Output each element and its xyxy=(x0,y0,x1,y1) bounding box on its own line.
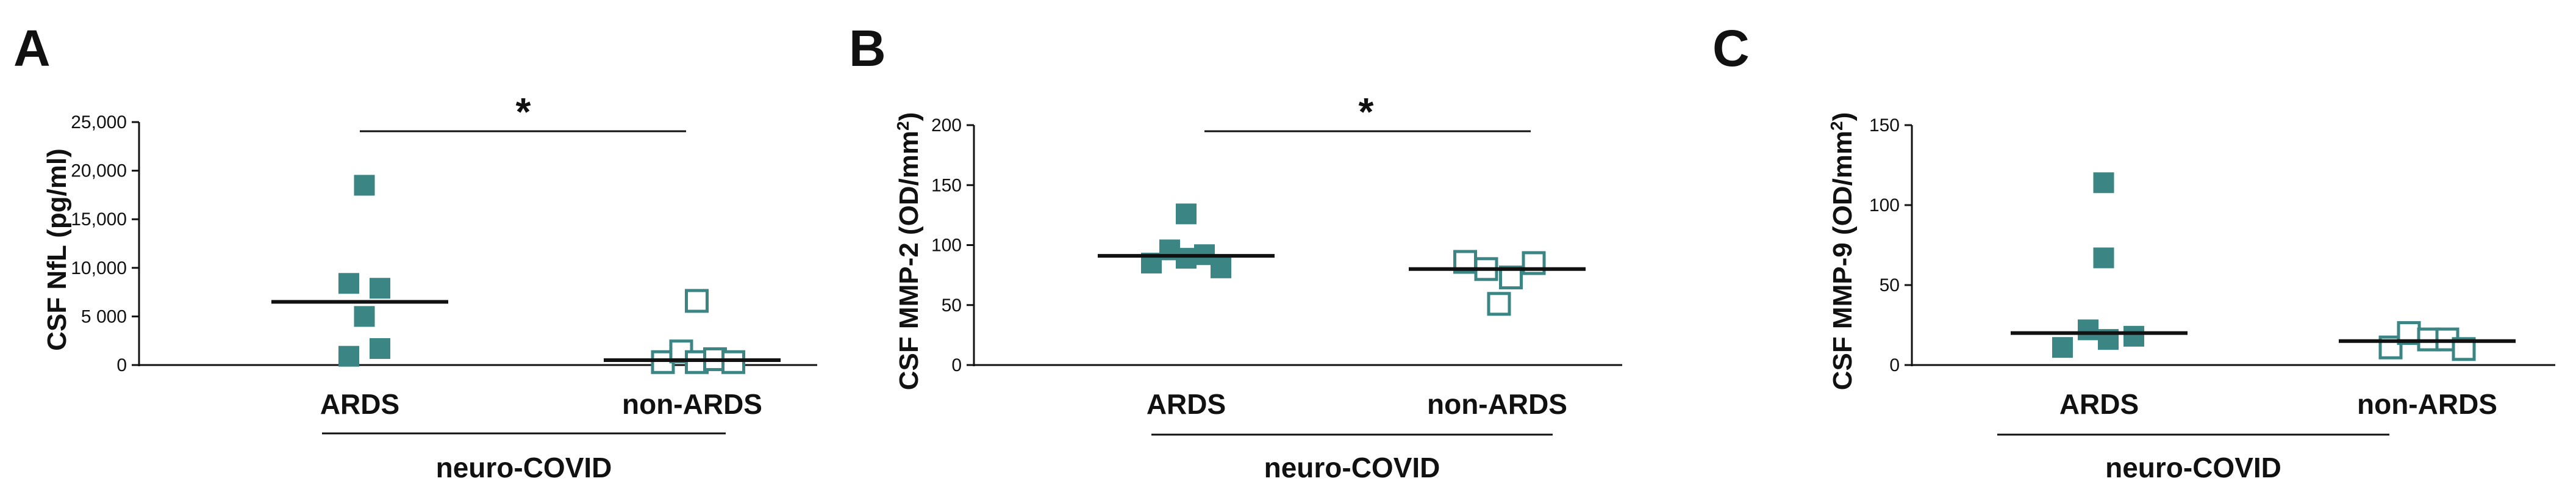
y-tick-label: 20,000 xyxy=(71,161,127,181)
data-point xyxy=(370,278,390,299)
y-tick-label: 0 xyxy=(951,355,962,375)
panel-letter: B xyxy=(849,20,886,77)
group-label: neuro-COVID xyxy=(2105,452,2281,483)
data-point xyxy=(1176,248,1197,269)
y-axis-label: CSF MMP-2 (OD/mm2) xyxy=(893,112,925,391)
series-non-ards xyxy=(604,289,781,374)
x-category-label: non-ARDS xyxy=(1427,388,1567,420)
panel-b: B 0 50 100 150 200 CSF MMP-2 (OD/mm2) ARDS non-A… xyxy=(849,20,1622,483)
series-ards xyxy=(271,175,448,367)
panel-letter: C xyxy=(1712,20,1750,77)
y-tick-label: 150 xyxy=(1869,115,1900,136)
data-point xyxy=(2078,319,2098,341)
group-label: neuro-COVID xyxy=(436,452,612,483)
data-point xyxy=(2093,172,2114,194)
y-tick-label: 50 xyxy=(1880,275,1900,295)
data-point xyxy=(1211,257,1231,278)
y-tick-label: 200 xyxy=(931,115,962,136)
series-ards xyxy=(1098,203,1275,278)
x-category-label: non-ARDS xyxy=(622,388,762,420)
series-non-ards xyxy=(1409,250,1586,316)
y-tick-label: 5 000 xyxy=(81,306,127,327)
data-point xyxy=(338,273,359,294)
significance-marker: * xyxy=(1359,90,1374,134)
y-axis-label: CSF NfL (pg/ml) xyxy=(42,148,72,351)
x-category-label: ARDS xyxy=(1147,388,1226,420)
y-axis-label: CSF MMP-9 (OD/mm2) xyxy=(1827,112,1858,391)
data-point xyxy=(2052,337,2073,358)
series-non-ards xyxy=(2339,321,2516,361)
data-point xyxy=(1487,292,1511,316)
group-label: neuro-COVID xyxy=(1264,452,1440,483)
series-ards xyxy=(2011,172,2188,358)
y-tick-label: 50 xyxy=(942,295,962,316)
data-point xyxy=(338,345,359,367)
x-category-label: ARDS xyxy=(320,388,399,420)
x-category-label: non-ARDS xyxy=(2357,388,2497,420)
data-point xyxy=(685,289,709,313)
data-point xyxy=(370,338,390,359)
data-point xyxy=(2123,325,2144,347)
y-tick-label: 0 xyxy=(1889,355,1900,375)
y-tick-label: 100 xyxy=(931,236,962,256)
data-point xyxy=(354,175,375,196)
panel-c: C 0 50 100 150 CSF MMP-9 (OD/mm2) ARDS non-ARDS… xyxy=(1712,20,2555,483)
panel-a: A 0 5 000 10,000 15,000 20,000 25,000 CSF NfL (… xyxy=(13,20,817,483)
data-point xyxy=(721,350,745,374)
y-tick-label: 0 xyxy=(116,355,127,375)
significance-marker: * xyxy=(516,90,531,134)
data-point xyxy=(2093,247,2114,269)
y-tick-label: 15,000 xyxy=(71,209,127,230)
y-tick-label: 25,000 xyxy=(71,112,127,132)
y-tick-label: 150 xyxy=(931,175,962,195)
data-point xyxy=(354,306,375,327)
data-point xyxy=(1176,203,1197,225)
panel-letter: A xyxy=(13,20,51,77)
y-tick-label: 100 xyxy=(1869,195,1900,215)
y-tick-label: 10,000 xyxy=(71,258,127,278)
x-category-label: ARDS xyxy=(2059,388,2139,420)
